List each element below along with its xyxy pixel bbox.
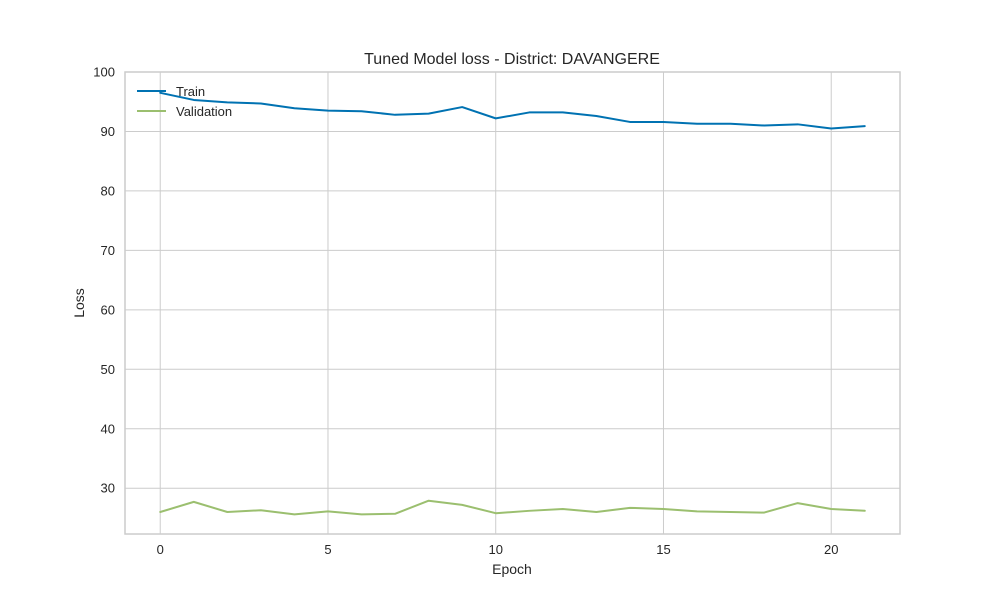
y-tick-label: 50: [101, 362, 115, 377]
x-tick-label: 5: [324, 542, 331, 557]
legend-label-validation: Validation: [176, 104, 232, 119]
x-tick-label: 10: [488, 542, 502, 557]
y-tick-labels: 30 40 50 60 70 80 90 100: [93, 65, 115, 496]
y-tick-label: 70: [101, 243, 115, 258]
x-tick-label: 20: [824, 542, 838, 557]
series-lines: [159, 91, 866, 516]
y-tick-label: 30: [101, 481, 115, 496]
x-tick-labels: 0 5 10 15 20: [157, 542, 839, 557]
x-axis-label: Epoch: [492, 561, 532, 577]
legend: Train Validation: [137, 84, 232, 119]
gridlines: [125, 71, 900, 534]
y-tick-label: 40: [101, 421, 115, 436]
series-line-train: [159, 91, 866, 130]
series-line-validation: [159, 499, 866, 516]
chart-title: Tuned Model loss - District: DAVANGERE: [364, 51, 660, 68]
y-tick-label: 100: [93, 65, 115, 80]
y-axis-label: Loss: [71, 288, 87, 318]
y-tick-label: 60: [101, 302, 115, 317]
plot-frame: [124, 71, 901, 535]
y-tick-label: 80: [101, 183, 115, 198]
x-tick-label: 15: [656, 542, 670, 557]
y-tick-label: 90: [101, 124, 115, 139]
legend-label-train: Train: [176, 84, 205, 99]
x-tick-label: 0: [157, 542, 164, 557]
